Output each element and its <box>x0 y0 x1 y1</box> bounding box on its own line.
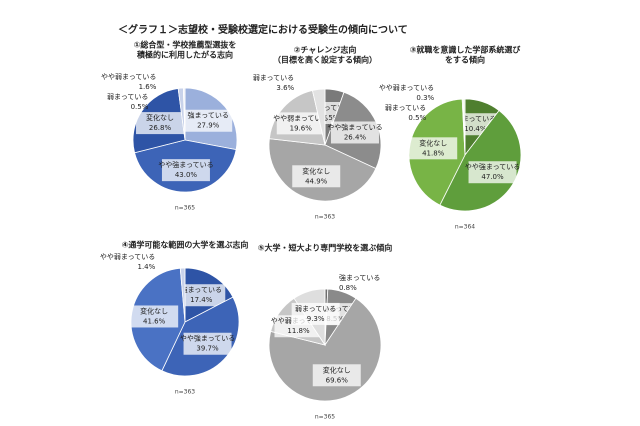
value-label: 1.6% <box>139 83 157 91</box>
sample-size: n=365 <box>315 414 335 421</box>
label-box <box>291 302 340 325</box>
category-label: 強まっている <box>310 104 351 112</box>
value-label: 39.7% <box>196 345 219 353</box>
category-label: やや弱まっている <box>273 114 328 122</box>
value-label: 3.6% <box>276 84 294 92</box>
value-label: 41.8% <box>422 149 445 157</box>
pie-title: ②チャレンジ志向 <box>294 45 357 55</box>
category-label: 変化なし <box>323 365 351 374</box>
label-box <box>276 112 325 135</box>
category-label: 強まっている <box>188 112 229 120</box>
category-label: 強まっている <box>339 274 380 282</box>
value-label: 10.4% <box>464 125 487 133</box>
category-label: やや強まっている <box>180 335 235 343</box>
pie-title: ⑤大学・短大より専門学校を選ぶ傾向 <box>258 243 393 253</box>
pie-title: ③就職を意識した学部系統選び <box>410 45 521 55</box>
pie-slice <box>311 88 326 146</box>
value-label: 0.5% <box>131 103 149 111</box>
label-box <box>409 137 458 160</box>
pie-slice <box>439 109 522 212</box>
value-label: 43.0% <box>175 171 198 179</box>
category-label: 強まっている <box>181 286 222 294</box>
label-box <box>177 284 226 307</box>
category-label: 変化なし <box>140 306 168 315</box>
label-box <box>136 112 185 135</box>
sample-size: n=364 <box>455 224 475 231</box>
value-label: 19.6% <box>290 124 313 132</box>
value-label: 26.8% <box>149 124 172 132</box>
pie-slice <box>182 87 186 141</box>
value-label: 11.8% <box>287 327 310 335</box>
value-label: 69.6% <box>326 376 349 384</box>
category-label: 弱まっている <box>385 104 426 112</box>
value-label: 44.9% <box>305 177 328 185</box>
label-box <box>312 364 361 387</box>
pie-title: ①総合型・学校推薦型選抜を <box>134 40 237 50</box>
category-label: 弱まっている <box>253 74 294 82</box>
label-box <box>292 165 341 188</box>
category-label: 変化なし <box>302 166 330 175</box>
sample-size: n=363 <box>315 214 335 221</box>
value-label: 5.5% <box>322 114 340 122</box>
value-label: 0.5% <box>408 114 426 122</box>
value-label: 26.4% <box>344 133 367 141</box>
pie-slice <box>462 98 466 156</box>
value-label: 47.0% <box>481 173 504 181</box>
pie-slice <box>179 267 186 323</box>
sample-size: n=363 <box>175 389 195 396</box>
value-label: 0.8% <box>339 284 357 292</box>
category-label: やや強まっている <box>465 163 520 171</box>
label-box <box>330 121 379 144</box>
category-label: 弱まっている <box>295 305 336 313</box>
value-label: 1.4% <box>138 263 156 271</box>
category-label: やや弱まっている <box>100 253 155 261</box>
category-label: やや強まっている <box>158 161 213 169</box>
category-label: 強まっている <box>455 115 496 123</box>
category-label: やや強まっている <box>327 123 382 131</box>
label-box <box>184 109 233 132</box>
label-box <box>161 159 210 182</box>
category-label: 変化なし <box>419 138 447 147</box>
label-box <box>183 332 232 355</box>
pie-title: ④通学可能な範囲の大学を選ぶ志向 <box>122 240 249 250</box>
label-box <box>468 161 517 184</box>
value-label: 0.3% <box>416 94 434 102</box>
label-box <box>130 305 179 328</box>
pie-title: をする傾向 <box>445 55 485 65</box>
value-label: 27.9% <box>197 122 220 130</box>
category-label: 弱まっている <box>107 93 148 101</box>
category-label: やや弱まっている <box>101 73 156 81</box>
figure-title: ＜グラフ１＞志望校・受験校選定における受験生の傾向について <box>118 23 408 36</box>
value-label: 41.6% <box>143 317 166 325</box>
pie-title: （目標を高く設定する傾向） <box>273 55 377 65</box>
pie-title: 積極的に利用したがる志向 <box>136 50 233 60</box>
category-label: 変化なし <box>146 113 174 122</box>
sample-size: n=365 <box>175 205 195 212</box>
category-label: やや弱まっている <box>379 84 434 92</box>
value-label: 17.4% <box>190 296 213 304</box>
value-label: 9.3% <box>307 315 325 323</box>
